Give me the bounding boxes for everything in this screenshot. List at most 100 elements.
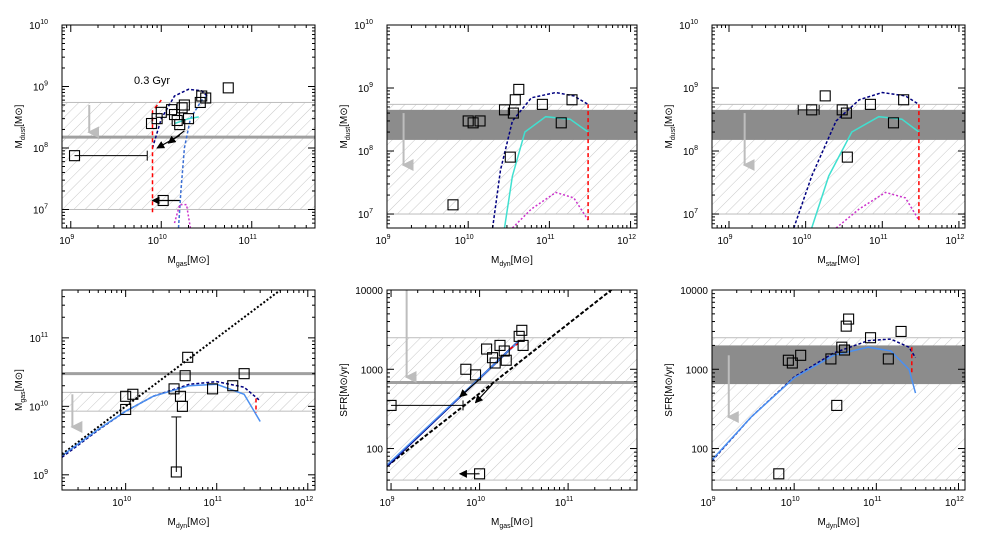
tick-mantissa: 10 [466, 498, 478, 509]
tick-mantissa: 10 [112, 498, 124, 509]
hatched-band [62, 391, 315, 412]
panel-p5: 109 1010 1011100100010000Mgas[M⊙]SFR[M⊙/yr… [339, 286, 638, 530]
tick-exponent: 8 [44, 142, 48, 149]
y-tick-label: 108 [33, 142, 48, 155]
tick-mantissa: 10 [700, 498, 712, 509]
x-tick-label: 1011 [863, 496, 881, 509]
data-point [825, 353, 837, 365]
tick-mantissa: 10 [358, 210, 370, 221]
x-axis-label: Mgas[M⊙] [168, 255, 210, 268]
model-curve-2 [174, 116, 199, 125]
tick-mantissa: 10 [863, 498, 875, 509]
model-curve-1 [810, 115, 920, 228]
data-point [387, 399, 397, 411]
y-tick-label: 108 [683, 145, 698, 158]
tick-mantissa: 10 [29, 402, 41, 413]
tick-exponent: 12 [957, 234, 965, 241]
x-tick-label: 109 [375, 234, 390, 247]
x-tick-label: 109 [380, 496, 395, 509]
limit-arrow [459, 378, 480, 398]
data-point [836, 104, 848, 116]
data-point [474, 115, 486, 127]
x-tick-label: 1011 [204, 496, 222, 509]
panel-p6: 109 1010 1011 1012100100010000Mdyn[M⊙]SFR[M… [664, 286, 966, 530]
tick-mantissa: 10 [781, 498, 793, 509]
data-point [174, 119, 186, 131]
y-tick-label: 1010 [29, 19, 48, 32]
data-point [467, 117, 479, 129]
ylabel-end: /yr] [339, 363, 350, 377]
xlabel-sym: ⊙ [198, 517, 206, 528]
xlabel-sub: star [826, 261, 838, 268]
xlabel-tail: [M [837, 255, 848, 266]
xlabel-sub: dyn [499, 261, 510, 268]
data-point [120, 390, 132, 402]
data-point [447, 199, 459, 211]
tick-mantissa: 10 [294, 498, 306, 509]
y-tick-label: 1000 [361, 365, 384, 376]
y-axis-label: Mdust[M⊙] [14, 104, 27, 148]
x-axis-label: Mgas[M⊙] [491, 517, 533, 530]
hatched-band [387, 337, 637, 481]
plot-frame [386, 24, 638, 229]
tick-exponent: 11 [547, 234, 554, 241]
y-tick-label: 100 [366, 445, 383, 456]
model-curve-4 [151, 99, 162, 213]
data-point [151, 113, 163, 125]
xlabel-main: M [817, 255, 825, 266]
panel-p3: 109 1010 1011 10121071081091010Mstar[M⊙]Mdu… [664, 19, 966, 268]
tick-mantissa: 10 [29, 21, 41, 32]
ylabel-sub: dust [345, 127, 352, 140]
tick-mantissa: 10 [30, 334, 42, 345]
data-point [498, 104, 511, 116]
data-point [782, 354, 794, 366]
tick-mantissa: 1000 [686, 365, 709, 376]
ylabel-sub: dust [20, 127, 27, 140]
data-point [516, 324, 528, 336]
tick-exponent: 9 [387, 234, 391, 241]
y-tick-label: 107 [358, 208, 373, 221]
tick-mantissa: 10 [380, 498, 392, 509]
tick-mantissa: 10 [239, 236, 251, 247]
xlabel-tail: [M [837, 517, 848, 528]
data-point [481, 343, 493, 355]
tick-exponent: 10 [159, 234, 167, 241]
x-tick-label: 1010 [148, 234, 167, 247]
y-axis-label: Mdust[M⊙] [664, 104, 677, 148]
x-tick-label: 109 [59, 234, 74, 247]
xlabel-end: ] [207, 517, 210, 528]
tick-exponent: 10 [40, 19, 48, 26]
xlabel-main: M [818, 517, 826, 528]
data-point [786, 357, 798, 369]
data-point [176, 400, 188, 412]
model-curve-2 [511, 191, 589, 228]
model-curve-0 [793, 91, 920, 228]
xlabel-sub: dyn [176, 523, 187, 530]
model-curve-3 [509, 343, 519, 350]
model-curve-1 [712, 346, 917, 461]
ylabel-sym: ⊙ [14, 372, 25, 380]
ylabel-end: ] [14, 104, 25, 107]
data-point [898, 94, 910, 106]
xlabel-end: ] [857, 255, 860, 266]
tick-exponent: 11 [250, 234, 257, 241]
x-tick-label: 1010 [781, 496, 800, 509]
plot-area [712, 313, 965, 481]
tick-exponent: 11 [215, 496, 222, 503]
x-tick-label: 1010 [455, 234, 474, 247]
tick-exponent: 9 [70, 234, 74, 241]
tick-mantissa: 10 [33, 144, 45, 155]
model-curve-0 [491, 91, 589, 228]
y-tick-label: 109 [33, 469, 48, 482]
data-point [178, 99, 190, 111]
solid-band [712, 345, 965, 385]
tick-mantissa: 10 [717, 236, 729, 247]
tick-mantissa: 10 [683, 210, 695, 221]
x-tick-label: 109 [700, 496, 715, 509]
ylabel-main: M [664, 140, 675, 148]
tick-mantissa: 10 [33, 205, 45, 216]
y-tick-label: 1010 [679, 19, 698, 32]
tick-exponent: 9 [729, 234, 733, 241]
tick-exponent: 11 [566, 496, 573, 503]
